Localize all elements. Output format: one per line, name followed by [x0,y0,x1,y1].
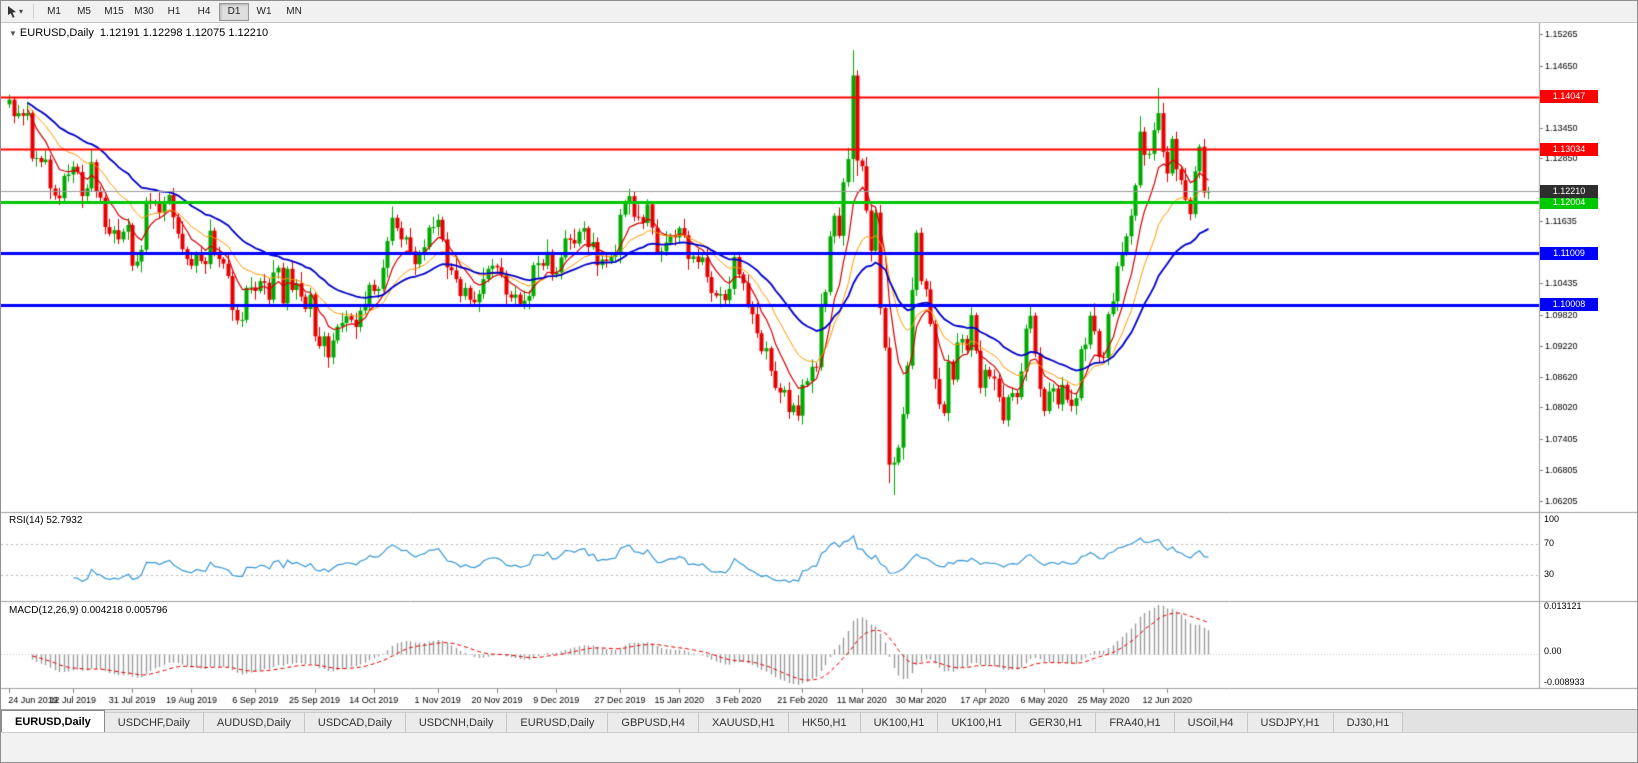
rsi-indicator-label: RSI(14) 52.7932 [9,515,83,526]
chart-title: ▼ EURUSD,Daily 1.12191 1.12298 1.12075 1.1… [9,27,268,39]
hline-price-label-1.13034[interactable]: 1.13034 [1540,143,1598,156]
chart-ohlc-values: 1.12191 1.12298 1.12075 1.12210 [99,27,269,39]
chart-tab-ger30-h1[interactable]: GER30,H1 [1016,712,1097,733]
chart-tab-uk100-h1[interactable]: UK100,H1 [938,712,1017,733]
chart-tab-usdjpy-h1[interactable]: USDJPY,H1 [1247,712,1334,733]
timeframe-m1[interactable]: M1 [47,5,61,17]
current-price-label: 1.12210 [1540,185,1598,198]
chart-tab-hk50-h1[interactable]: HK50,H1 [788,712,861,733]
dropdown-arrow-icon[interactable]: ▾ [19,7,24,16]
hline-price-label-1.14047[interactable]: 1.14047 [1540,90,1598,103]
timeframe-d1[interactable]: D1 [219,2,250,21]
chart-tabs-bar: EURUSD,Daily USDCHF,Daily AUDUSD,Daily USDC… [1,709,1637,733]
timeframe-h4[interactable]: H4 [197,5,211,17]
chart-tab-eurusd-daily[interactable]: EURUSD,Daily [1,710,105,733]
chart-tab-usdchf-daily[interactable]: USDCHF,Daily [104,712,204,733]
timeframe-h1[interactable]: H1 [167,5,181,17]
chart-tab-usoil-h4[interactable]: USOil,H4 [1174,712,1248,733]
hline-price-label-1.10008[interactable]: 1.10008 [1540,298,1598,311]
hline-price-label-1.12004[interactable]: 1.12004 [1540,196,1598,209]
chart-tab-uk100-h1[interactable]: UK100,H1 [860,712,939,733]
chart-tab-fra40-h1[interactable]: FRA40,H1 [1096,712,1175,733]
rsi-axis-70: 70 [1544,538,1555,548]
chart-tab-gbpusd-h4[interactable]: GBPUSD,H4 [608,712,699,733]
macd-axis-top: 0.013121 [1544,601,1582,611]
rsi-axis-100: 100 [1544,514,1560,524]
macd-axis-bottom: -0.008933 [1544,677,1585,687]
toolbar-separator [33,4,35,19]
chart-tab-usdcnh-daily[interactable]: USDCNH,Daily [405,712,508,733]
timeframe-mn[interactable]: MN [286,5,302,17]
chart-tab-usdcad-daily[interactable]: USDCAD,Daily [304,712,406,733]
chart-tab-xauusd-h1[interactable]: XAUUSD,H1 [698,712,789,733]
chart-canvas[interactable] [1,22,1637,709]
macd-axis-zero: 0.00 [1544,646,1562,656]
chart-symbol-period: EURUSD,Daily [19,27,94,39]
toolbar: ▾ M1 M5 M15 M30 H1 H4 D1 W1 MN [1,1,1637,23]
collapse-icon[interactable]: ▼ [9,29,17,38]
status-bar [1,732,1637,762]
cursor-tool-icon[interactable] [5,4,19,20]
rsi-axis-30: 30 [1544,569,1555,579]
chart-tab-audusd-daily[interactable]: AUDUSD,Daily [203,712,305,733]
timeframe-m5[interactable]: M5 [77,5,91,17]
timeframe-m30[interactable]: M30 [134,5,154,17]
timeframe-w1[interactable]: W1 [256,5,272,17]
chart-tab-eurusd-daily[interactable]: EURUSD,Daily [507,712,609,733]
chart-tab-dj30-h1[interactable]: DJ30,H1 [1333,712,1404,733]
macd-indicator-label: MACD(12,26,9) 0.004218 0.005796 [9,605,168,616]
timeframe-m15[interactable]: M15 [104,5,124,17]
hline-price-label-1.11009[interactable]: 1.11009 [1540,247,1598,260]
timeframe-buttons: M1 M5 M15 M30 H1 H4 D1 W1 MN [39,2,309,21]
